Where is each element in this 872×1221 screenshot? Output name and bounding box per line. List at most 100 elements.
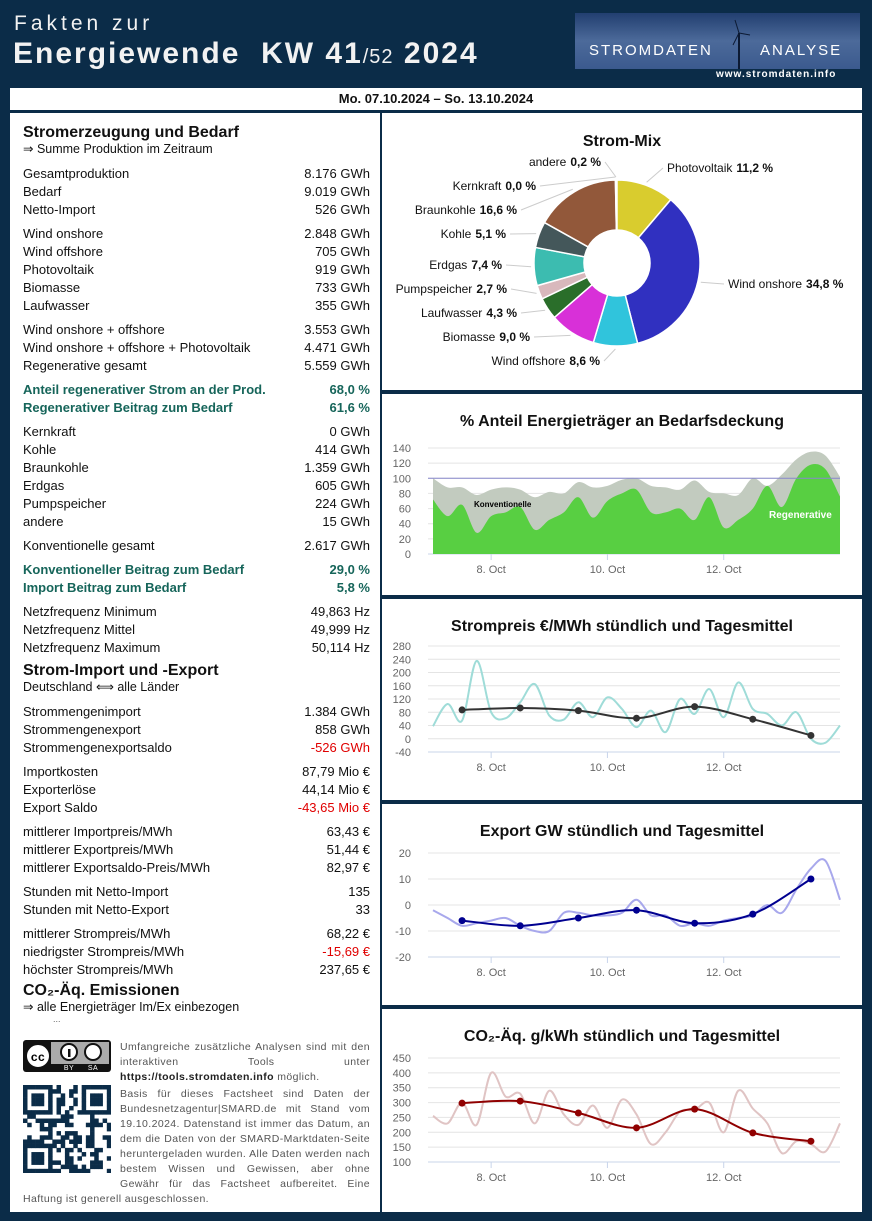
qr-module <box>56 1160 62 1165</box>
daily-mean-point[interactable] <box>516 704 524 712</box>
stat-label: Netzfrequenz Mittel <box>23 622 135 637</box>
y-tick-label: 0 <box>405 900 411 912</box>
qr-module <box>106 1097 111 1103</box>
daily-mean-point[interactable] <box>749 910 757 918</box>
stat-row: Regenerativer Beitrag zum Bedarf 61,6 % <box>23 399 370 417</box>
qr-module <box>60 1101 66 1107</box>
qr-module <box>43 1085 49 1090</box>
qr-module <box>90 1160 95 1165</box>
qr-module <box>90 1118 95 1124</box>
qr-module <box>35 1160 41 1165</box>
daily-mean-point[interactable] <box>458 1099 466 1107</box>
label-connector <box>539 176 616 187</box>
qr-module <box>48 1118 53 1124</box>
stat-label: Import Beitrag zum Bedarf <box>23 580 187 595</box>
qr-module <box>94 1097 99 1103</box>
qr-module <box>60 1093 66 1098</box>
qr-module <box>94 1152 99 1157</box>
daily-mean-point[interactable] <box>807 731 815 739</box>
qr-module <box>23 1168 28 1173</box>
qr-module <box>35 1156 41 1161</box>
qr-module <box>52 1143 57 1149</box>
qr-module <box>85 1139 91 1144</box>
section-title-import-export: Strom-Import und -Export <box>23 662 219 679</box>
stat-label: Strommengenimport <box>23 704 141 719</box>
y-tick-label: 400 <box>393 1068 411 1080</box>
x-tick-label: 12. Oct <box>706 564 741 576</box>
qr-module <box>31 1168 36 1173</box>
pie-label-name: Erdgas <box>429 258 467 272</box>
qr-module <box>39 1135 45 1140</box>
qr-module <box>73 1164 78 1170</box>
stat-value: 2.848 GWh <box>304 226 370 241</box>
daily-mean-point[interactable] <box>574 707 582 715</box>
stat-row: Wind onshore + offshore + Photovoltaik 4.… <box>23 339 370 357</box>
qr-module <box>23 1110 28 1115</box>
qr-module <box>52 1139 57 1144</box>
qr-module <box>85 1143 91 1149</box>
y-tick-label: 200 <box>393 1127 411 1139</box>
stat-label: Gesamtproduktion <box>23 166 130 181</box>
daily-mean-point[interactable] <box>749 1129 757 1137</box>
daily-mean-point[interactable] <box>516 922 524 930</box>
pie-slice-andere[interactable] <box>614 179 618 231</box>
stat-value: 605 GWh <box>315 478 370 493</box>
co2-placeholder: ... <box>53 1014 61 1024</box>
qr-module <box>31 1156 36 1161</box>
daily-mean-point[interactable] <box>691 703 699 711</box>
daily-mean-point[interactable] <box>633 906 640 914</box>
pie-slice-wind-onshore[interactable] <box>624 198 701 345</box>
daily-mean-point[interactable] <box>749 715 757 723</box>
pie-label-name: Laufwasser <box>421 306 482 320</box>
tools-link[interactable]: https://tools.stromdaten.info <box>120 1071 274 1083</box>
stat-label: Anteil regenerativer Strom an der Prod. <box>23 382 266 397</box>
qr-module <box>60 1097 66 1103</box>
y-tick-label: 350 <box>393 1083 411 1095</box>
daily-mean-point[interactable] <box>458 706 466 714</box>
y-tick-label: 10 <box>399 874 411 886</box>
daily-mean-point[interactable] <box>691 919 699 927</box>
qr-module <box>48 1085 53 1090</box>
x-tick-label: 10. Oct <box>590 762 625 774</box>
stat-value: -526 GWh <box>310 740 370 755</box>
x-tick-label: 12. Oct <box>706 762 741 774</box>
stat-value: 355 GWh <box>315 298 370 313</box>
qr-module <box>69 1089 74 1094</box>
qr-module <box>43 1118 49 1124</box>
stat-row: Bedarf 9.019 GWh <box>23 183 370 201</box>
daily-mean-point[interactable] <box>807 875 815 883</box>
daily-mean-point[interactable] <box>691 1105 699 1113</box>
qr-module <box>64 1156 70 1161</box>
pie-label-name: Photovoltaik <box>667 161 733 175</box>
cc-by-sa-icon[interactable]: cc BY SA <box>23 1040 111 1072</box>
y-tick-label: 0 <box>405 549 411 561</box>
daily-mean-point[interactable] <box>516 1097 524 1105</box>
daily-mean-point[interactable] <box>458 917 466 925</box>
daily-mean-point[interactable] <box>574 914 582 922</box>
daily-mean-point[interactable] <box>574 1109 582 1117</box>
stat-label: mittlerer Importpreis/MWh <box>23 824 173 839</box>
qr-module <box>27 1085 32 1090</box>
qr-module <box>31 1093 36 1098</box>
qr-module <box>39 1160 45 1165</box>
pie-label-name: Wind offshore <box>491 354 565 368</box>
pie-label-name: Kohle <box>441 227 472 241</box>
pie-label-value: 0,0 % <box>505 179 536 193</box>
import-export-stats: Strommengenimport 1.384 GWh Strommengenexp… <box>23 703 370 979</box>
y-tick-label: 100 <box>393 1157 411 1169</box>
qr-module <box>73 1085 78 1090</box>
qr-module <box>23 1147 28 1153</box>
daily-mean-point[interactable] <box>633 714 640 722</box>
qr-code[interactable] <box>23 1085 111 1173</box>
qr-module <box>31 1114 36 1119</box>
daily-mean-point[interactable] <box>807 1137 815 1145</box>
qr-module <box>23 1085 28 1090</box>
qr-module <box>90 1139 95 1144</box>
qr-module <box>94 1110 99 1115</box>
qr-module <box>98 1093 103 1098</box>
pie-label: Pumpspeicher 2,7 % <box>396 282 508 296</box>
qr-module <box>56 1131 62 1136</box>
qr-module <box>94 1156 99 1161</box>
website-url[interactable]: www.stromdaten.info <box>716 69 837 80</box>
daily-mean-point[interactable] <box>633 1124 640 1132</box>
